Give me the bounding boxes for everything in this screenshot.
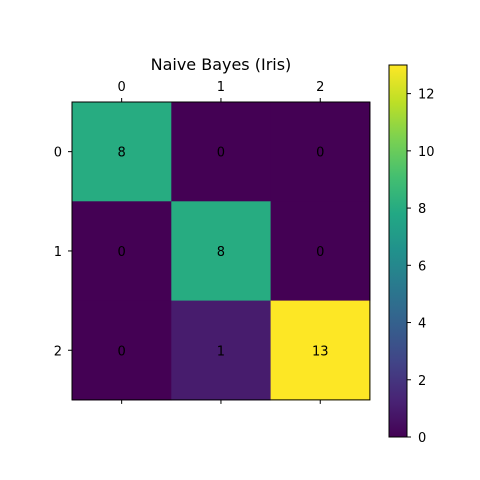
axes: 0 1 2 0 1 2	[54, 80, 324, 404]
heatmap-cell	[171, 201, 272, 302]
heatmap-cell	[72, 201, 172, 302]
heatmap-cell	[270, 300, 371, 401]
cell-value-label: 0	[316, 245, 324, 260]
cell-value-label: 0	[217, 146, 225, 161]
colorbar-gradient	[388, 64, 408, 438]
cell-value-label: 1	[217, 344, 225, 359]
cell-value-label: 0	[118, 245, 126, 260]
heatmap-cell	[270, 102, 371, 202]
colorbar-tick-label: 8	[418, 202, 426, 217]
y-tick-label: 2	[54, 344, 62, 359]
y-tick-label: 1	[54, 245, 62, 260]
heatmap-cell	[171, 300, 272, 401]
cell-value-label: 13	[312, 344, 329, 359]
cell-value-label: 8	[118, 146, 126, 161]
cell-value-label: 0	[118, 344, 126, 359]
colorbar-tick-label: 2	[418, 374, 426, 389]
colorbar: 0 2 4 6 8 10 12	[388, 64, 435, 446]
colorbar-tick-label: 4	[418, 317, 426, 332]
cell-value-label: 8	[217, 245, 225, 260]
colorbar-tick-label: 6	[418, 259, 426, 274]
colorbar-tick-label: 10	[418, 145, 435, 160]
x-tick-label: 0	[118, 80, 126, 95]
colorbar-tick-label: 0	[418, 431, 426, 446]
heatmap-cell	[72, 102, 172, 202]
cell-value-label: 0	[316, 146, 324, 161]
heatmap-cell	[72, 300, 172, 401]
y-tick-label: 0	[54, 146, 62, 161]
x-tick-label: 1	[217, 80, 225, 95]
colorbar-tick-label: 12	[418, 88, 435, 103]
heatmap-cell	[270, 201, 371, 302]
heatmap-cell	[171, 102, 272, 202]
heatmap-cells: 8 0 0 0 8 0 0 1 13	[72, 102, 371, 401]
x-tick-label: 2	[316, 80, 324, 95]
chart-title: Naive Bayes (Iris)	[151, 55, 292, 74]
